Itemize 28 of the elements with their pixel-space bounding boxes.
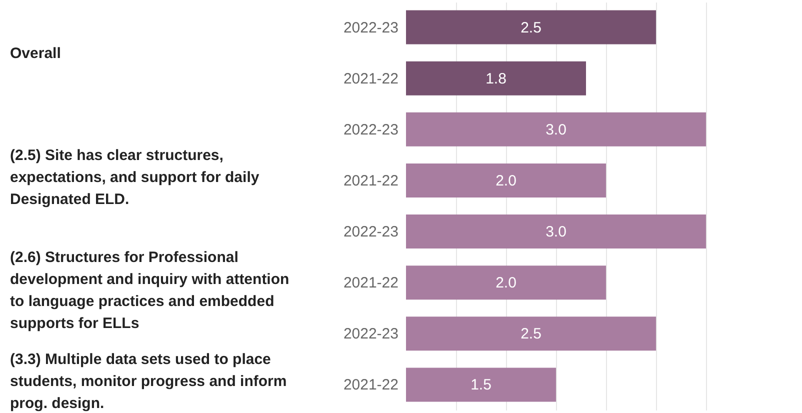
- y-tick-label: 2022-23: [343, 121, 398, 138]
- bar: [406, 368, 556, 402]
- y-tick-label: 2022-23: [343, 19, 398, 36]
- text: (2.5) Site has clear structures, expectations, and support for daily Designated ELD.: [10, 147, 260, 208]
- y-tick-label: 2021-22: [343, 172, 398, 190]
- bar: [406, 61, 586, 96]
- data-label: 2.0: [496, 274, 516, 292]
- data-label: 1.5: [470, 376, 492, 394]
- text: (2.6) Structures for Professional development and inquiry with attention to language practices and embedded supports for ELLs: [10, 249, 290, 332]
- bar: [406, 163, 606, 198]
- data-label: 3.0: [546, 224, 566, 241]
- bar: [406, 316, 656, 351]
- text: (3.3) Multiple data sets used to place students, monitor progress and inform prog. design.: [10, 351, 287, 412]
- bar: [406, 112, 706, 146]
- data-label: 2.5: [520, 19, 542, 36]
- data-label: 3.0: [546, 121, 566, 138]
- data-label: 2.5: [520, 326, 542, 343]
- data-label: 2.0: [496, 172, 516, 190]
- y-tick-label: 2021-22: [343, 70, 398, 88]
- y-tick-label: 2022-23: [343, 224, 398, 241]
- bar: [406, 266, 606, 300]
- bar: [406, 214, 706, 249]
- y-tick-label: 2021-22: [343, 376, 398, 394]
- y-tick-label: 2021-22: [343, 274, 398, 292]
- bar: [406, 10, 656, 44]
- data-label: 1.8: [486, 70, 506, 88]
- y-tick-label: 2022-23: [343, 326, 398, 343]
- text: Overall: [10, 45, 61, 62]
